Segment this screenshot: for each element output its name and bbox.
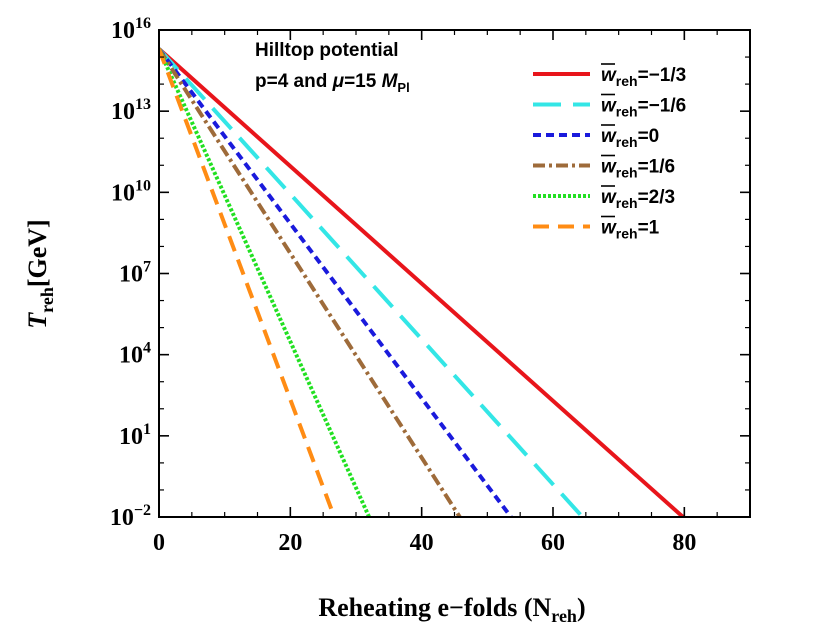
legend-label-1: wreh=−1/6 [601, 96, 686, 120]
y-tick-label-1: 1013 [111, 96, 151, 125]
annotation-line-1: Hilltop potential [255, 40, 399, 61]
ticks-layer: 0 20 40 60 80 1016 1013 1010 107 104 101 10−2 [110, 15, 751, 556]
legend-label-0: wreh=−1/3 [601, 65, 686, 89]
y-tick-label-6: 10−2 [110, 502, 151, 531]
legend-entry-0: wreh=−1/3 [533, 63, 686, 89]
legend-entry-4: wreh=2/3 [533, 185, 675, 211]
series-line-5 [159, 48, 337, 517]
series-line-2 [159, 47, 513, 517]
series-line-4 [159, 48, 371, 517]
legend-label-3: wreh=1/6 [601, 157, 675, 181]
x-axis-title: Reheating e−folds (Nreh) [318, 593, 585, 626]
y-tick-label-2: 1010 [111, 177, 151, 206]
x-tick-label-1: 20 [278, 530, 302, 556]
x-tick-label-0: 0 [153, 530, 165, 556]
series-layer [159, 47, 685, 517]
legend-label-2: wreh=0 [601, 126, 659, 150]
y-tick-label-5: 101 [119, 421, 151, 450]
y-tick-label-0: 1016 [111, 15, 151, 44]
y-tick-label-4: 104 [119, 340, 151, 369]
legend-entry-3: wreh=1/6 [533, 154, 675, 181]
series-line-1 [159, 47, 584, 517]
legend-entry-5: wreh=1 [533, 215, 660, 242]
series-line-0 [159, 47, 685, 517]
annotation-line-2: p=4 and μ=15 MPl [255, 71, 410, 95]
y-tick-label-3: 107 [119, 259, 151, 288]
x-tick-label-2: 40 [410, 530, 434, 556]
x-tick-label-3: 60 [541, 530, 565, 556]
y-axis-title: Treh[GeV] [23, 219, 57, 328]
x-tick-label-4: 80 [672, 530, 696, 556]
legend-label-4: wreh=2/3 [601, 187, 675, 211]
legend-entry-2: wreh=0 [533, 124, 659, 150]
legend-label-5: wreh=1 [601, 218, 660, 242]
legend: wreh=−1/3 wreh=−1/6 wreh=0 wreh=1/6 wreh=2/3… [533, 63, 686, 242]
legend-entry-1: wreh=−1/6 [533, 93, 686, 120]
series-line-3 [159, 47, 462, 517]
